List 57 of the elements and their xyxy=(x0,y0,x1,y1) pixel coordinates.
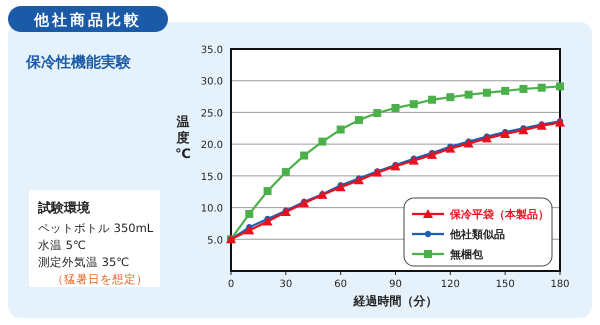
point xyxy=(392,104,400,112)
text: 保冷性機能実験 xyxy=(25,53,132,71)
point xyxy=(354,116,363,124)
point xyxy=(264,187,272,196)
text: 水温 5℃ xyxy=(38,238,86,252)
text: ペットボトル 350mL xyxy=(38,221,154,235)
point xyxy=(410,100,418,108)
point xyxy=(262,216,273,226)
text: 試験環境 xyxy=(37,200,91,216)
x-tick-label: 30 xyxy=(279,279,292,290)
point xyxy=(300,152,308,160)
y-axis-title: 温度℃ xyxy=(175,115,191,162)
legend-label: 無梱包 xyxy=(449,248,484,261)
legend-label: 保冷平袋（本製品） xyxy=(449,208,549,221)
point xyxy=(428,96,436,104)
y-tick-label: 30.0 xyxy=(200,76,223,88)
y-tick-label: 25.0 xyxy=(200,108,223,120)
point xyxy=(500,128,510,138)
point xyxy=(245,210,254,218)
text: 他社商品比較 xyxy=(33,11,142,29)
point xyxy=(373,109,382,118)
point xyxy=(519,84,528,93)
point xyxy=(555,118,565,127)
point xyxy=(408,156,419,165)
point xyxy=(556,82,564,90)
y-tick-label: 20.0 xyxy=(200,140,223,152)
y-tick-label: 35.0 xyxy=(200,45,223,56)
x-axis-title: 経過時間（分） xyxy=(352,294,438,308)
y-tick-label: 5.0 xyxy=(207,235,223,246)
point xyxy=(336,182,346,192)
point xyxy=(482,88,491,97)
point xyxy=(464,90,473,99)
y-tick-label: 15.0 xyxy=(200,172,223,183)
point xyxy=(518,125,528,134)
x-tick-label: 150 xyxy=(496,279,515,290)
text: （猛暑日を想定） xyxy=(52,272,148,286)
point xyxy=(445,144,456,153)
x-tick-label: 60 xyxy=(334,279,348,290)
point xyxy=(538,84,546,92)
point xyxy=(318,138,326,146)
point xyxy=(354,175,364,184)
x-tick-label: 180 xyxy=(550,279,570,290)
point xyxy=(446,93,454,102)
x-tick-label: 90 xyxy=(389,279,402,290)
x-tick-label: 120 xyxy=(440,279,460,290)
point xyxy=(336,126,345,134)
x-tick-label: 0 xyxy=(228,279,234,290)
point xyxy=(482,133,492,142)
point xyxy=(501,86,510,95)
point xyxy=(244,225,254,234)
point xyxy=(280,207,291,216)
legend-label: 他社類似品 xyxy=(449,228,505,241)
y-tick-label: 10.0 xyxy=(200,204,223,215)
text: 測定外気温 35℃ xyxy=(38,255,130,269)
point xyxy=(464,138,474,148)
point xyxy=(282,168,290,176)
point xyxy=(427,150,438,159)
